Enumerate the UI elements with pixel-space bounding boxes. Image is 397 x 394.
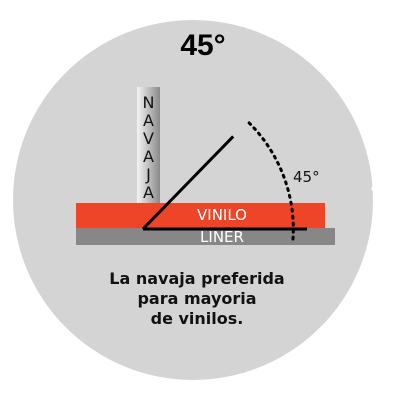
blade-label-letter-4: A	[143, 147, 154, 166]
background-circle	[13, 20, 373, 380]
blade-label-letter-2: A	[143, 111, 154, 130]
decorative-stroke-upper	[371, 123, 397, 191]
liner-layer	[76, 228, 335, 245]
blade	[137, 87, 160, 230]
vinyl-label: VINILO	[197, 206, 247, 224]
caption-line-3: de vinilos.	[151, 309, 244, 328]
vinyl-layer	[76, 203, 325, 228]
blade-label-letter-5: J	[145, 165, 151, 184]
title-text: 45°	[180, 29, 225, 62]
angle-label: 45°	[293, 168, 320, 186]
blade-label-letter-6: A	[143, 183, 154, 202]
angle-arc	[247, 121, 295, 241]
blade-label-letter-3: V	[143, 129, 154, 148]
caption-line-2: para mayoria	[137, 289, 256, 308]
blade-label-letter-1: N	[143, 93, 155, 112]
liner-label: LINER	[200, 228, 244, 246]
caption-line-1: La navaja preferida	[109, 269, 284, 288]
blade-angle-line	[141, 135, 235, 231]
decorative-stroke-lower	[307, 333, 323, 377]
